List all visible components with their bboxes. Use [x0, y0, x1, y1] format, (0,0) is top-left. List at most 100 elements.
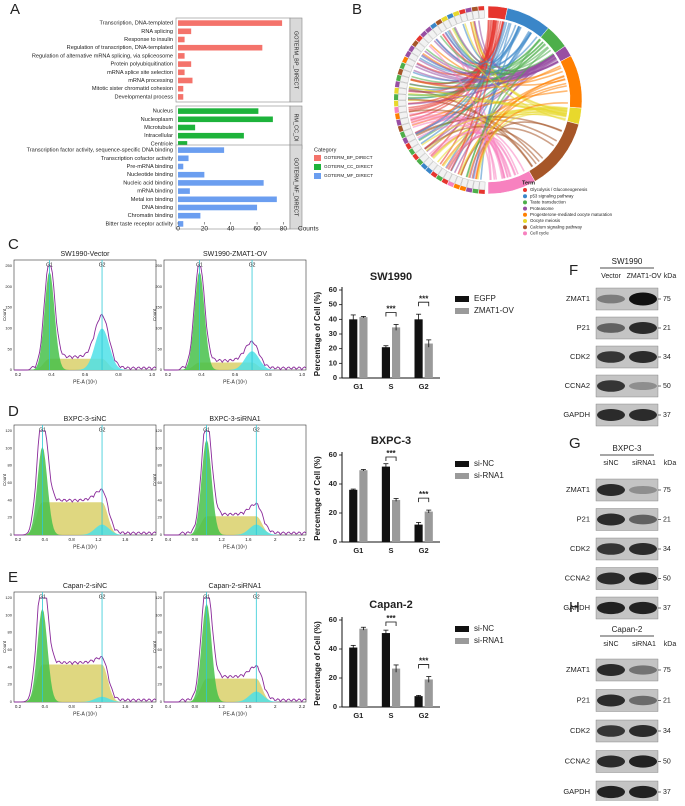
chord-ribbon [457, 20, 500, 175]
chord-ribbon [415, 22, 508, 135]
chord-legend-label: Calcium signaling pathway [530, 224, 583, 229]
category-label: Pre-mRNA binding [127, 164, 173, 170]
blot-band [629, 572, 657, 585]
gene-arc [411, 143, 422, 154]
y-tick-label: 20 [158, 682, 163, 687]
y-axis-label: Count [2, 308, 7, 321]
panel-label: A [10, 1, 20, 18]
bar [178, 36, 185, 43]
significance-label: *** [419, 657, 429, 666]
y-tick-label: 40 [158, 497, 163, 502]
lane-label: siRNA1 [632, 460, 656, 467]
bar [178, 204, 258, 211]
blot-band [629, 381, 657, 391]
kda-value: 37 [663, 789, 671, 796]
error-bar [360, 315, 366, 318]
category-label: Protein polyubiquitination [110, 62, 173, 68]
y-tick-label: 120 [155, 595, 162, 600]
gene-arc [454, 176, 463, 186]
chord-legend-swatch [523, 225, 527, 230]
blot-band [597, 785, 625, 799]
gate-label: G2 [249, 262, 256, 268]
gene-arc [401, 122, 412, 131]
g1-fill [164, 603, 306, 702]
protein-label: P21 [577, 323, 590, 332]
bar [178, 85, 184, 92]
bar [381, 633, 390, 707]
bar [178, 163, 184, 170]
chord-ribbon [418, 22, 511, 141]
gene-band [394, 81, 400, 88]
x-axis-label: PE-A (10⁶) [223, 711, 247, 717]
y-tick-label: 150 [155, 305, 162, 310]
x-tick-label: G2 [419, 711, 429, 720]
gate-label: G2 [99, 427, 106, 433]
x-tick-label: S [388, 382, 393, 391]
kda-value: 50 [663, 758, 671, 765]
chord-ribbon [475, 102, 568, 180]
gene-band [405, 50, 412, 58]
blot-band [597, 755, 625, 768]
x-axis-label: PE-A (10⁶) [73, 379, 97, 385]
histogram-outline [164, 597, 307, 703]
histogram-frame [13, 259, 157, 371]
bar [178, 196, 277, 203]
legend-label: si-RNA1 [474, 471, 504, 480]
kda-value: 75 [663, 667, 671, 674]
error-bar [416, 522, 422, 527]
gate-label: G1 [196, 262, 203, 268]
histogram-title: Capan-2-siRNA1 [209, 583, 262, 590]
bar [392, 499, 401, 542]
y-tick-label: 40 [329, 644, 337, 653]
y-tick-label: 80 [158, 463, 163, 468]
significance-bracket [385, 312, 397, 317]
bar [178, 221, 184, 227]
blot-band [597, 572, 625, 585]
error-bar [393, 498, 399, 502]
chord-ribbon [407, 98, 540, 162]
kda-value: 37 [663, 605, 671, 612]
gene-band [478, 6, 485, 11]
facet-strip-label: GOTERM_BP_DIRECT [293, 31, 299, 90]
gene-arc [405, 58, 416, 67]
gene-arc [401, 69, 411, 78]
protein-label: P21 [577, 695, 590, 704]
category-label: Response to insulin [124, 37, 173, 43]
gene-band [430, 171, 438, 178]
gene-band [415, 35, 423, 43]
category-label: RNA splicing [141, 29, 173, 35]
bar [414, 524, 423, 542]
blot-band [629, 755, 657, 768]
category-label: Nucleus [153, 109, 173, 115]
error-bar [426, 339, 432, 348]
legend-label: si-NC [474, 459, 494, 468]
blot-band [629, 351, 657, 363]
chord-legend-label: Progesterone-mediated oocyte maturation [530, 212, 613, 217]
y-tick-label: 20 [8, 682, 13, 687]
protein-label: CDK2 [570, 352, 590, 361]
legend-swatch [455, 461, 469, 467]
significance-label: *** [419, 490, 429, 499]
x-tick-label: 80 [280, 226, 288, 233]
x-tick-label: 0.6 [232, 372, 239, 377]
y-tick-label: 250 [155, 263, 162, 268]
y-tick-label: 40 [8, 497, 13, 502]
y-tick-label: 0 [333, 702, 337, 711]
gene-band [416, 158, 424, 166]
chord-ribbon [409, 46, 549, 89]
gene-arc [479, 181, 486, 191]
legend-swatch [455, 638, 469, 644]
chord-ribbon [409, 20, 494, 117]
gene-arc [408, 138, 419, 148]
gene-arc [454, 14, 463, 25]
gene-band [435, 18, 443, 26]
significance-bracket [418, 497, 430, 503]
term-arc [487, 170, 536, 195]
category-label: Regulation of transcription, DNA-templat… [67, 45, 173, 51]
blot-band [597, 351, 625, 363]
panel-label: E [8, 569, 18, 586]
category-label: Developmental process [115, 94, 174, 100]
gene-band [394, 87, 399, 94]
category-label: Chromatin binding [128, 213, 173, 219]
